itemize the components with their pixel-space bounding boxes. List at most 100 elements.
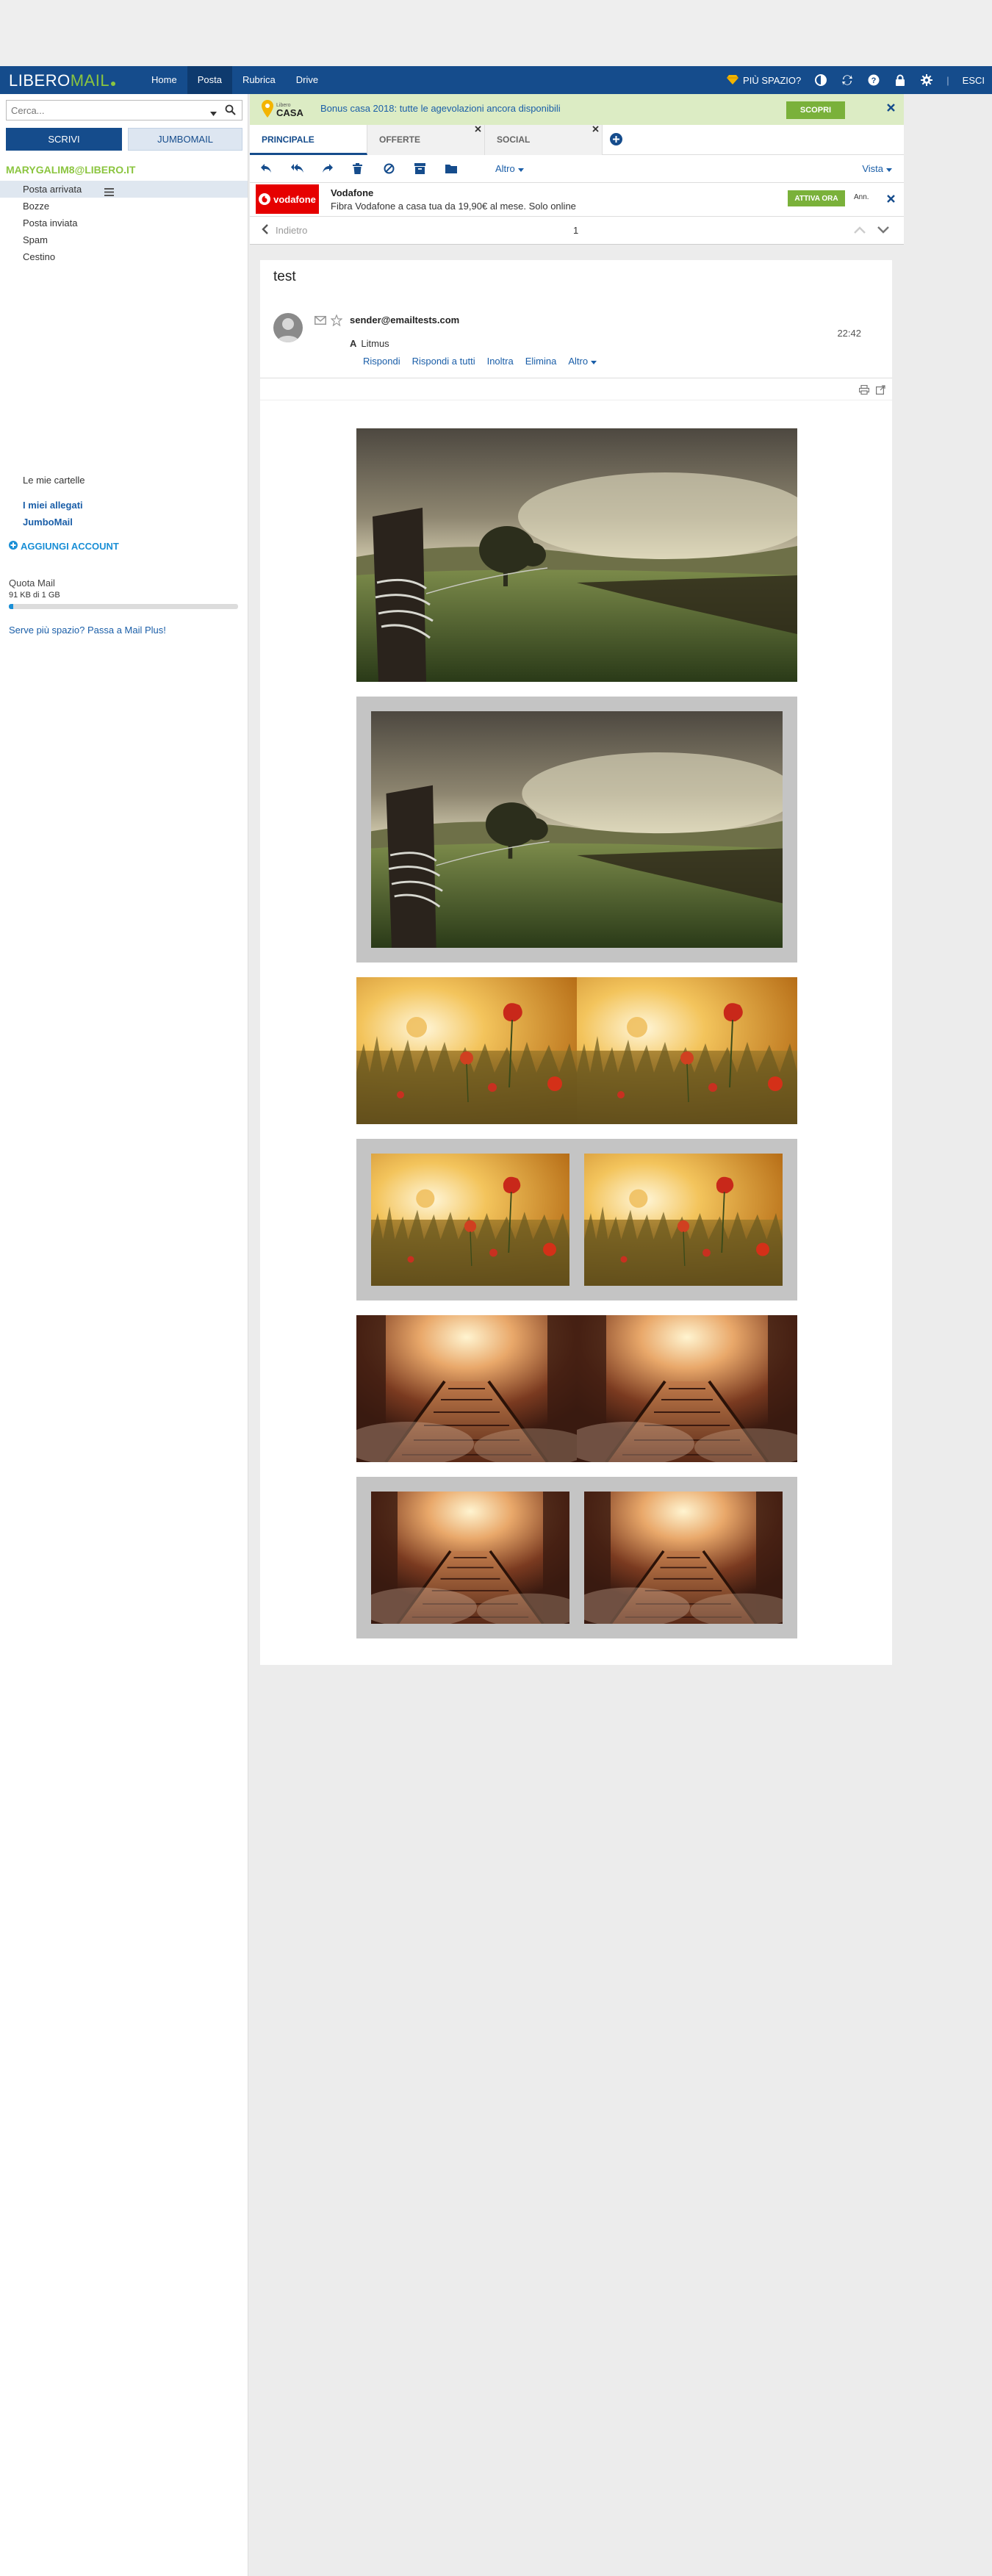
quota-progress-fill — [9, 604, 14, 609]
folder-spam[interactable]: Spam — [0, 231, 248, 248]
lock-icon[interactable] — [894, 73, 907, 87]
forward-icon[interactable] — [322, 163, 334, 176]
sync-icon[interactable] — [841, 73, 854, 87]
close-icon[interactable] — [887, 103, 895, 114]
forward-link[interactable]: Inoltra — [486, 356, 514, 367]
folder-drafts[interactable]: Bozze — [0, 198, 248, 215]
poppy-image — [584, 1154, 783, 1286]
tab-offerte[interactable]: OFFERTE — [367, 125, 485, 155]
landscape-image — [371, 711, 783, 948]
compose-button[interactable]: SCRIVI — [6, 128, 122, 151]
search-input[interactable] — [7, 101, 198, 120]
separator: | — [946, 74, 949, 86]
chevron-down-icon — [517, 163, 524, 174]
folder-label: Bozze — [23, 201, 50, 212]
block-spam-icon[interactable] — [384, 163, 395, 176]
tab-principale[interactable]: PRINCIPALE — [250, 125, 367, 155]
activate-now-button[interactable]: ATTIVA ORA — [788, 190, 845, 206]
help-icon[interactable]: ? — [867, 73, 880, 87]
back-link[interactable]: Indietro — [262, 224, 307, 237]
logo-part2: MAIL — [70, 71, 110, 90]
logout-link[interactable]: ESCI — [962, 74, 985, 86]
sponsored-ad-row[interactable]: vodafone Vodafone Fibra Vodafone a casa … — [250, 183, 904, 217]
reply-all-link[interactable]: Rispondi a tutti — [411, 356, 475, 367]
message-time: 22:42 — [837, 328, 861, 339]
logo-part1: LIBERO — [9, 71, 71, 90]
more-space-label: PIÙ SPAZIO? — [743, 74, 802, 86]
more-actions-dropdown[interactable]: Altro — [495, 163, 524, 174]
top-blank-area — [0, 0, 992, 66]
two-column-image-row — [356, 1315, 797, 1462]
search-options-caret-icon[interactable] — [210, 107, 217, 118]
close-tab-icon[interactable] — [475, 115, 481, 145]
main-nav: Home Posta Rubrica Drive — [141, 66, 328, 94]
tab-social[interactable]: SOCIAL — [485, 125, 603, 155]
delete-link[interactable]: Elimina — [525, 356, 557, 367]
poppy-image — [356, 977, 577, 1124]
reply-icon[interactable] — [260, 163, 272, 176]
nav-drive[interactable]: Drive — [295, 74, 319, 85]
reply-link[interactable]: Rispondi — [363, 356, 400, 367]
account-email[interactable]: MARYGALIM8@LIBERO.IT — [6, 164, 136, 176]
nav-home[interactable]: Home — [151, 74, 177, 85]
print-icon[interactable] — [858, 384, 870, 397]
chevron-down-icon — [886, 163, 892, 174]
bordered-two-column-block — [356, 1139, 797, 1300]
top-navigation-bar: LIBEROMAIL Home Posta Rubrica Drive PIÙ … — [0, 66, 992, 94]
close-ad-icon[interactable] — [887, 194, 895, 205]
jumbomail-link[interactable]: JumboMail — [23, 517, 73, 528]
add-account-label: AGGIUNGI ACCOUNT — [21, 541, 119, 552]
promo-banner[interactable]: Libero CASA Bonus casa 2018: tutte le ag… — [250, 94, 904, 125]
more-message-actions-dropdown[interactable]: Altro — [568, 356, 597, 367]
add-tab-icon[interactable] — [610, 133, 622, 148]
upgrade-link[interactable]: Serve più spazio? Passa a Mail Plus! — [9, 625, 166, 636]
promo-text[interactable]: Bonus casa 2018: tutte le agevolazioni a… — [320, 103, 561, 114]
nav-rubrica[interactable]: Rubrica — [242, 74, 276, 85]
add-account-link[interactable]: AGGIUNGI ACCOUNT — [9, 541, 119, 552]
sender-address[interactable]: sender@emailtests.com — [350, 314, 460, 325]
my-attachments-link[interactable]: I miei allegati — [23, 500, 83, 511]
discover-button[interactable]: SCOPRI — [786, 101, 845, 119]
delete-trash-icon[interactable] — [353, 163, 362, 176]
theme-icon[interactable] — [814, 73, 827, 87]
poppy-image — [371, 1154, 569, 1286]
reply-all-icon[interactable] — [291, 163, 304, 176]
chevron-down-icon[interactable] — [877, 225, 889, 236]
folder-inbox[interactable]: Posta arrivata — [0, 181, 248, 198]
hamburger-menu-icon[interactable] — [104, 184, 114, 201]
ad-label: Ann. — [854, 193, 869, 201]
svg-text:?: ? — [871, 76, 877, 85]
inbox-tabs: PRINCIPALE OFFERTE SOCIAL — [250, 125, 904, 155]
bridge-image — [577, 1315, 797, 1462]
chevron-up-icon[interactable] — [854, 225, 866, 236]
settings-gear-icon[interactable] — [920, 73, 933, 87]
recipient-name[interactable]: Litmus — [361, 338, 389, 349]
close-tab-icon[interactable] — [592, 115, 599, 145]
search-icon[interactable] — [225, 104, 236, 118]
chevron-left-icon — [262, 224, 268, 237]
star-icon[interactable] — [330, 314, 343, 328]
bridge-image — [584, 1492, 783, 1624]
bridge-image — [371, 1492, 569, 1624]
move-folder-icon[interactable] — [445, 163, 457, 176]
message-view: test sender@emailtests.com 22:42 A Litmus… — [260, 260, 892, 1665]
message-subject: test — [273, 269, 296, 284]
two-column-image-row — [356, 977, 797, 1124]
archive-icon[interactable] — [414, 163, 425, 176]
folder-sent[interactable]: Posta inviata — [0, 215, 248, 231]
my-folders-heading[interactable]: Le mie cartelle — [23, 475, 85, 486]
open-in-new-window-icon[interactable] — [876, 385, 885, 397]
view-dropdown[interactable]: Vista — [862, 163, 892, 174]
message-pager: Indietro 1 — [250, 217, 904, 245]
plus-circle-icon — [9, 541, 18, 552]
nav-posta[interactable]: Posta — [187, 66, 232, 94]
bordered-image-block — [356, 697, 797, 963]
promo-logo-text: CASA — [276, 107, 303, 118]
more-space-link[interactable]: PIÙ SPAZIO? — [727, 74, 801, 87]
libero-mail-logo[interactable]: LIBEROMAIL — [9, 71, 116, 90]
top-right-tools: PIÙ SPAZIO? ? | ESCI — [727, 66, 985, 94]
envelope-icon[interactable] — [315, 316, 326, 327]
landscape-image — [356, 428, 797, 682]
folder-trash[interactable]: Cestino — [0, 248, 248, 265]
jumbomail-button[interactable]: JUMBOMAIL — [128, 128, 242, 151]
